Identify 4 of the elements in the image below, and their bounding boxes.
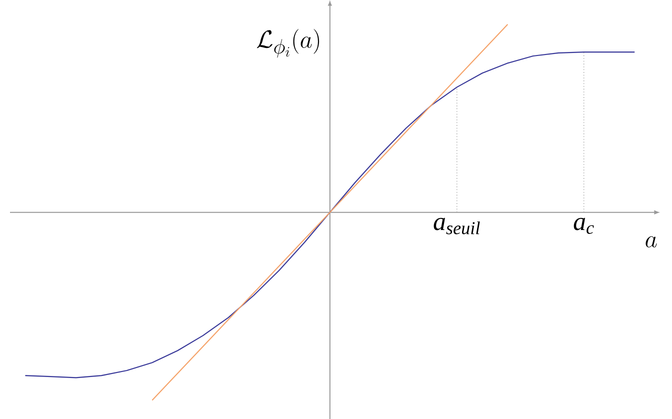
x-tick-label: a$_{c}$ [574,218,594,234]
x-axis-title: $a$ [646,236,657,248]
x-tick-label: a$_{seuil}$ [434,218,480,234]
y-axis-title: $\mathcal{L}_{\phi_i}(a)$ [256,29,320,58]
